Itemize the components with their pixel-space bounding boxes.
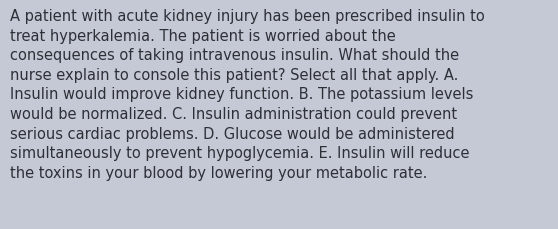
Text: A patient with acute kidney injury has been prescribed insulin to
treat hyperkal: A patient with acute kidney injury has b…: [10, 9, 485, 180]
